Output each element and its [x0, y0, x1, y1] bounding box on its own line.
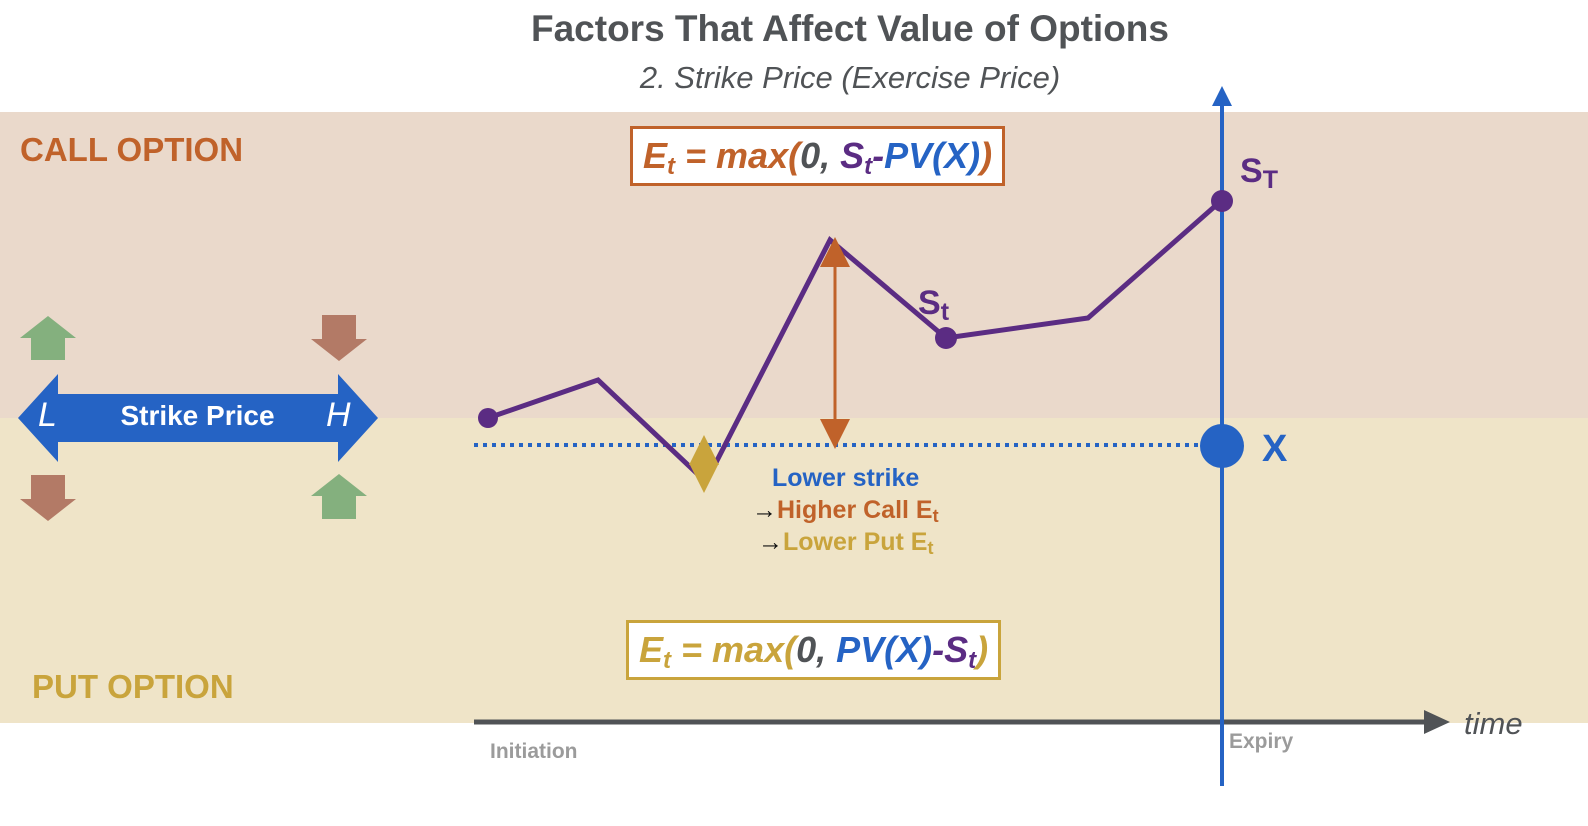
time-axis-arrowhead — [1424, 710, 1450, 734]
note-lower-put: →Lower Put Et — [758, 528, 934, 558]
initiation-label: Initiation — [490, 740, 578, 763]
note-higher-call: →Higher Call Et — [752, 496, 939, 526]
up-arrow-icon — [311, 474, 367, 519]
expiry-line-arrowhead — [1212, 86, 1232, 106]
price-start-point — [478, 408, 498, 428]
call-option-label: CALL OPTION — [20, 131, 244, 168]
up-arrow-icon — [20, 316, 76, 360]
strike-x-label: X — [1262, 428, 1288, 470]
strike-price-label: Strike Price — [120, 400, 275, 431]
page-title: Factors That Affect Value of Options — [531, 8, 1169, 49]
call-formula: Et = max(0, St-PV(X)) — [630, 126, 1006, 186]
down-arrow-icon — [311, 315, 367, 361]
st-label: St — [918, 284, 950, 326]
note-lower-strike: Lower strike — [772, 464, 920, 492]
strike-high-label: H — [326, 396, 351, 434]
price-path — [487, 198, 1224, 487]
double-arrow-icon — [18, 374, 378, 462]
page-subtitle: 2. Strike Price (Exercise Price) — [639, 60, 1061, 95]
put-option-label: PUT OPTION — [32, 668, 234, 705]
strike-low-label: L — [38, 396, 57, 434]
price-current-point — [935, 327, 957, 349]
strike-point — [1200, 424, 1244, 468]
expiry-label: Expiry — [1229, 730, 1294, 753]
sT-label: ST — [1240, 152, 1278, 194]
price-expiry-point — [1211, 190, 1233, 212]
down-arrow-icon — [20, 475, 76, 521]
put-formula: Et = max(0, PV(X)-St) — [626, 620, 1002, 680]
time-axis-label: time — [1464, 706, 1523, 741]
